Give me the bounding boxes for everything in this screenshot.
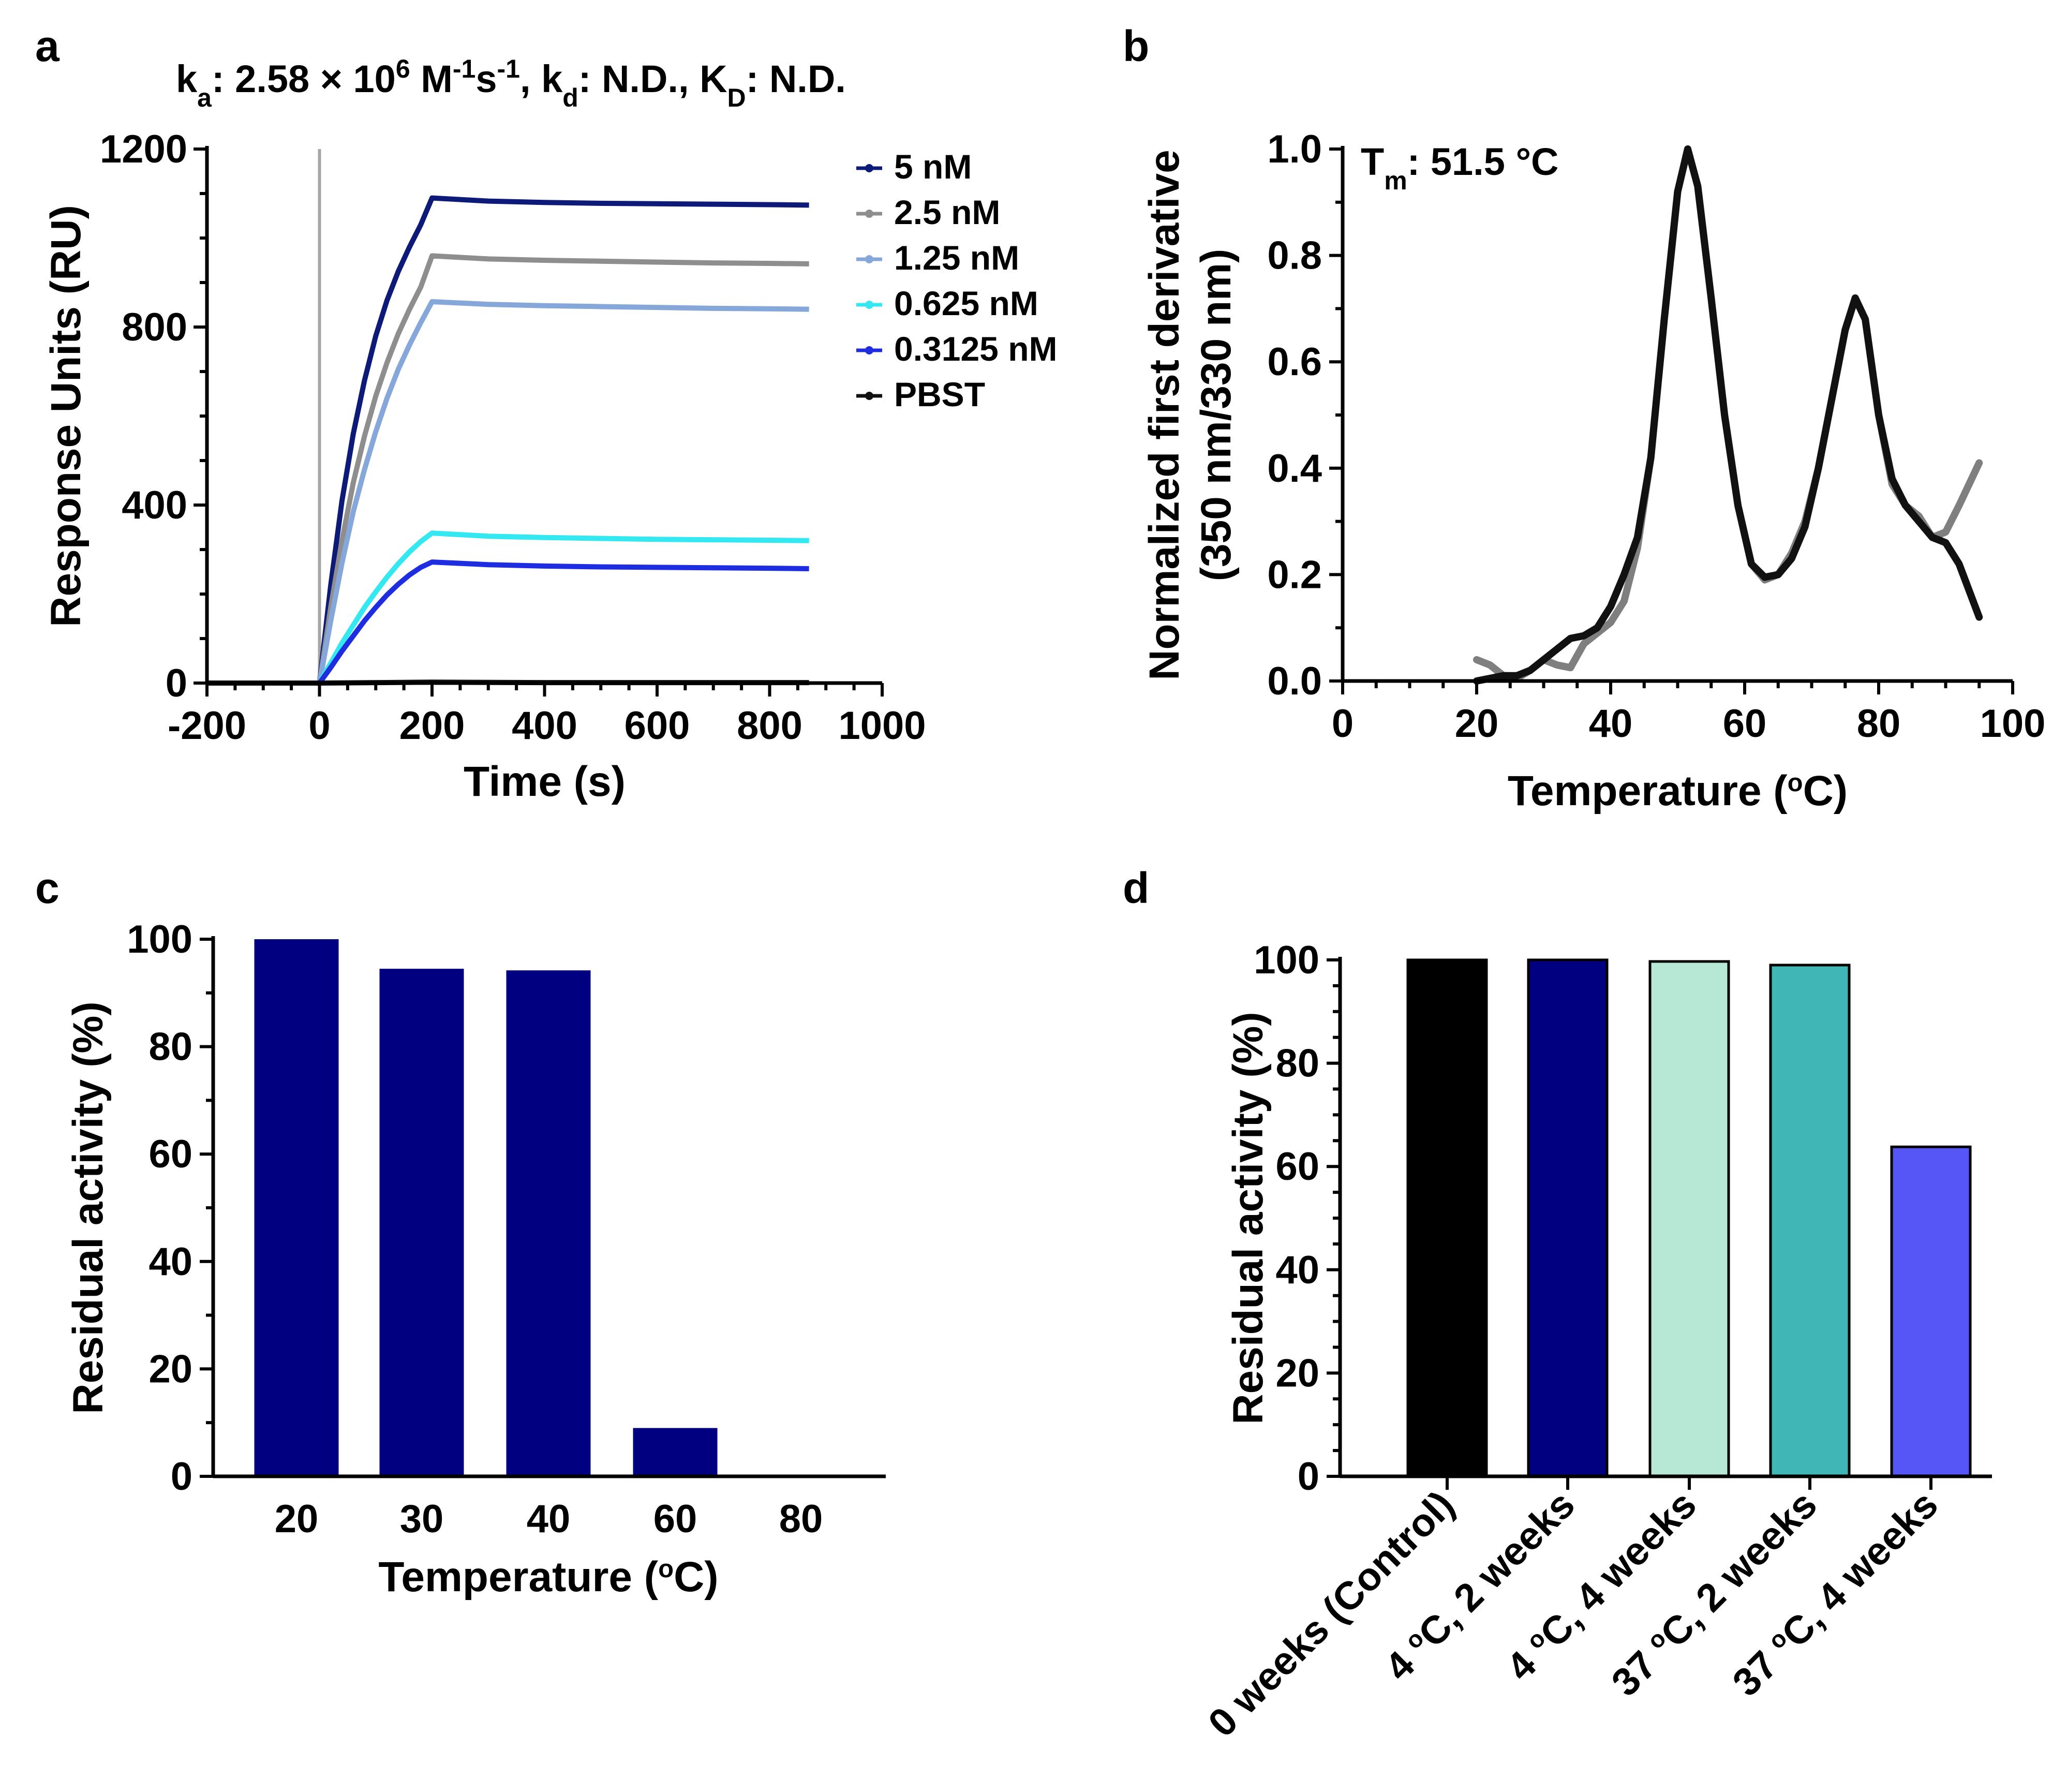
- series-line-0: [207, 195, 809, 686]
- panel-letter-a: a: [35, 22, 60, 70]
- x-axis-title: Temperature (oC): [378, 1553, 718, 1601]
- bar-3: [1769, 964, 1851, 1478]
- kinetics-title: ka: 2.58 × 106 M-1s-1, kd: N.D., KD: N.D…: [176, 54, 846, 112]
- y-tick-label: 0.6: [1267, 340, 1322, 384]
- y-tick-label: 800: [122, 305, 187, 349]
- x-tick-label: 30: [400, 1497, 444, 1541]
- bar-40: [506, 970, 591, 1476]
- y-tick-label: 20: [1275, 1351, 1319, 1395]
- thermal-derivative-chart: 0.0 0.2 0.4 0.6 0.8 1.0 0 20 40 60 80 100 Temperatur…: [1141, 127, 2045, 814]
- y-tick-label: 0: [166, 661, 187, 705]
- y-tick-label: 0.4: [1267, 447, 1322, 491]
- bar-4: [1890, 1145, 1972, 1478]
- x-tick-label: 0: [1332, 702, 1354, 746]
- legend-label-2: 1.25 nM: [894, 239, 1019, 277]
- legend-label-3: 0.625 nM: [894, 284, 1038, 322]
- y-axis-title-line1: Normalized first derivative: [1141, 150, 1188, 680]
- series-line-2: [207, 299, 809, 686]
- y-tick-label: 20: [148, 1347, 192, 1391]
- series-line-4: [207, 559, 809, 686]
- x-axis-title: Temperature (oC): [1508, 767, 1848, 814]
- x-tick-label: 37 oC, 2 weeks: [1603, 1483, 1825, 1705]
- legend-marker-5: [865, 392, 873, 400]
- tm-annotation: Tm: 51.5 °C: [1361, 140, 1559, 195]
- x-tick-label: 800: [737, 704, 802, 748]
- x-tick-label: 20: [275, 1497, 319, 1541]
- legend-label-0: 5 nM: [894, 147, 972, 186]
- x-tick-label: 0: [308, 704, 330, 748]
- legend-label-5: PBST: [894, 375, 985, 413]
- y-tick-label: 0.8: [1267, 234, 1322, 278]
- y-tick-label: 100: [1254, 938, 1319, 982]
- y-tick-label: 0.0: [1267, 659, 1322, 703]
- bar-20: [254, 939, 339, 1476]
- y-axis-title: Response Units (RU): [42, 205, 90, 627]
- x-tick-label: -200: [168, 704, 246, 748]
- y-tick-label: 0: [1298, 1455, 1319, 1499]
- y-tick-label: 400: [122, 483, 187, 527]
- legend-marker-1: [865, 210, 873, 218]
- y-tick-label: 100: [127, 917, 192, 961]
- bar-60: [633, 1428, 718, 1476]
- legend-label-1: 2.5 nM: [894, 193, 1000, 231]
- x-tick-label: 60: [1723, 702, 1767, 746]
- derivative-curve-1: [1473, 145, 1983, 685]
- legend-marker-3: [865, 301, 873, 309]
- x-tick-label: 20: [1455, 702, 1499, 746]
- y-tick-label: 0: [171, 1455, 192, 1499]
- panel-letter-d: d: [1123, 864, 1149, 912]
- legend-marker-2: [865, 255, 873, 263]
- x-tick-label: 80: [779, 1497, 823, 1541]
- y-tick-label: 40: [148, 1240, 192, 1284]
- series-line-1: [207, 253, 809, 686]
- bar-2: [1648, 960, 1730, 1478]
- temperature-activity-chart: 20 30 40 60 80 0 20 40 60 80 100 Temperature (oC) Re…: [65, 917, 886, 1601]
- x-tick-label: 600: [624, 704, 690, 748]
- bar-1: [1527, 958, 1609, 1478]
- y-tick-label: 40: [1275, 1248, 1319, 1292]
- legend-marker-4: [865, 346, 873, 354]
- series-line-3: [207, 530, 809, 686]
- x-tick-label: 100: [1980, 702, 2046, 746]
- y-tick-label: 60: [148, 1132, 192, 1176]
- y-axis-title: Residual activity (%): [1225, 1012, 1272, 1424]
- y-tick-label: 1.0: [1267, 127, 1322, 171]
- x-tick-label: 1000: [838, 704, 926, 748]
- legend-label-4: 0.3125 nM: [894, 330, 1058, 368]
- y-tick-label: 80: [148, 1025, 192, 1069]
- x-tick-label: 40: [1589, 702, 1633, 746]
- y-axis-title-line2: (350 nm/330 nm): [1193, 249, 1240, 582]
- legend-marker-0: [865, 164, 873, 172]
- y-axis-title: Residual activity (%): [65, 1001, 112, 1414]
- x-axis-title: Time (s): [464, 758, 626, 805]
- y-tick-label: 1200: [100, 127, 187, 171]
- x-tick-label: 60: [653, 1497, 697, 1541]
- panel-letter-b: b: [1123, 22, 1149, 70]
- y-tick-label: 60: [1275, 1145, 1319, 1189]
- bar-30: [379, 969, 464, 1476]
- x-tick-label: 37 oC, 4 weeks: [1724, 1483, 1946, 1705]
- panel-letter-c: c: [35, 864, 60, 912]
- y-tick-label: 80: [1275, 1042, 1319, 1086]
- x-tick-label: 200: [399, 704, 465, 748]
- y-tick-label: 0.2: [1267, 553, 1322, 597]
- bar-0: [1406, 958, 1488, 1478]
- x-tick-label: 80: [1857, 702, 1901, 746]
- x-tick-label: 40: [527, 1497, 571, 1541]
- x-tick-label: 400: [512, 704, 577, 748]
